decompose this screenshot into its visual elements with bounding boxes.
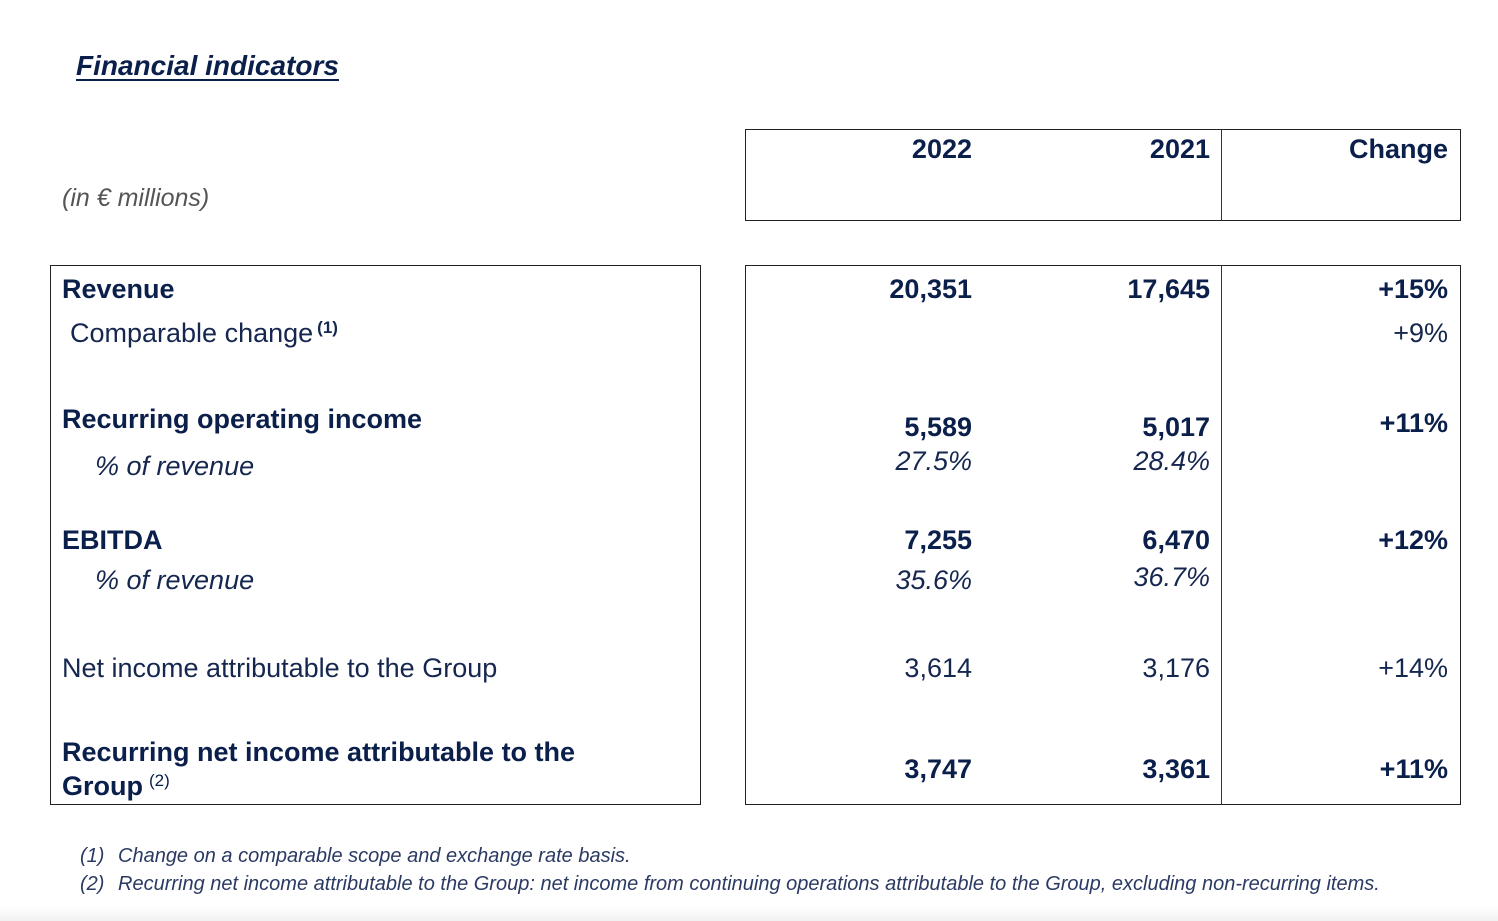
- footnote-ref-2: (2): [149, 771, 170, 790]
- label-recurring-net-income-line2: Group (2): [62, 771, 170, 802]
- bottom-edge-shade: [0, 907, 1498, 921]
- value-net-income-2022: 3,614: [904, 653, 972, 683]
- value-ebitda-change: +12%: [1378, 525, 1448, 555]
- value-ebitda-2021: 6,470: [1142, 525, 1210, 555]
- footnote-2-text: Recurring net income attributable to the…: [118, 873, 1380, 895]
- value-net-income-2021: 3,176: [1142, 653, 1210, 683]
- label-roi-margin: % of revenue: [95, 451, 255, 481]
- values-box: [745, 265, 1461, 805]
- footnote-1-text: Change on a comparable scope and exchang…: [118, 845, 631, 867]
- label-ebitda-margin: % of revenue: [95, 565, 255, 595]
- label-revenue: Revenue: [62, 274, 175, 304]
- column-header-2021: 2021: [1149, 134, 1210, 164]
- label-comparable-change: Comparable change (1): [70, 318, 338, 349]
- value-ebitda-margin-2022: 35.6%: [895, 565, 972, 595]
- value-revenue-2022: 20,351: [889, 274, 972, 304]
- units-label: (in € millions): [62, 184, 210, 212]
- value-roi-change: +11%: [1379, 408, 1448, 438]
- label-recurring-operating-income: Recurring operating income: [62, 404, 423, 434]
- column-header-change: Change: [1348, 134, 1448, 164]
- value-revenue-change: +15%: [1378, 274, 1448, 304]
- value-roi-margin-2021: 28.4%: [1133, 446, 1210, 476]
- value-ebitda-margin-2021: 36.7%: [1133, 562, 1210, 592]
- footnote-ref-1: (1): [317, 318, 338, 337]
- value-revenue-2021: 17,645: [1127, 274, 1210, 304]
- value-roi-2022: 5,589: [904, 412, 972, 442]
- comparable-change-text: Comparable change: [70, 318, 314, 348]
- value-net-income-change: +14%: [1378, 653, 1448, 683]
- value-recurring-net-income-change: +11%: [1379, 754, 1448, 784]
- row-labels-box: [50, 265, 701, 805]
- header-divider: [1221, 129, 1222, 221]
- label-net-income: Net income attributable to the Group: [62, 653, 498, 683]
- values-divider: [1221, 265, 1222, 805]
- page-title: Financial indicators: [76, 50, 339, 81]
- footnote-1: (1) Change on a comparable scope and exch…: [80, 845, 631, 868]
- value-recurring-net-income-2021: 3,361: [1142, 754, 1210, 784]
- footnote-2: (2) Recurring net income attributable to …: [80, 873, 1380, 896]
- value-recurring-net-income-2022: 3,747: [904, 754, 972, 784]
- value-comparable-change: +9%: [1393, 318, 1448, 348]
- recurring-net-income-group-text: Group: [62, 771, 143, 801]
- value-ebitda-2022: 7,255: [904, 525, 972, 555]
- value-roi-2021: 5,017: [1142, 412, 1210, 442]
- label-recurring-net-income-line1: Recurring net income attributable to the: [62, 737, 576, 767]
- column-header-box: [745, 129, 1461, 221]
- footnote-2-number: (2): [80, 873, 105, 895]
- value-roi-margin-2022: 27.5%: [895, 446, 972, 476]
- footnote-1-number: (1): [80, 845, 105, 867]
- column-header-2022: 2022: [911, 134, 972, 164]
- label-ebitda: EBITDA: [62, 525, 163, 555]
